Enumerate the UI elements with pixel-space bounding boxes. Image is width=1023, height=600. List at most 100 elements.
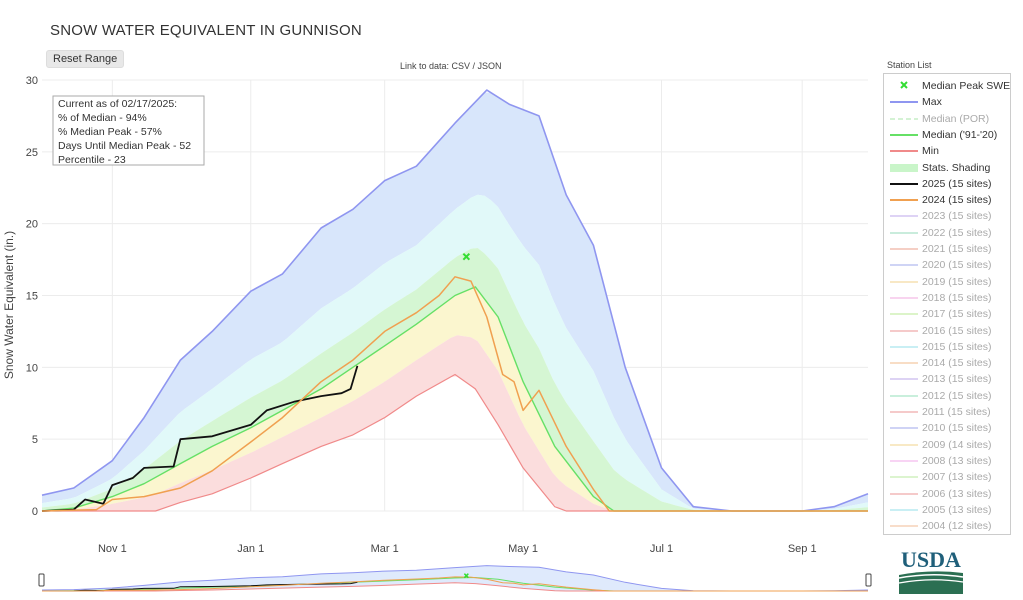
info-box: Current as of 02/17/2025: % of Median - … [52, 95, 205, 166]
y-tick-label: 5 [32, 434, 38, 446]
series-line-max [41, 89, 869, 512]
x-tick-label: Mar 1 [371, 543, 399, 555]
series-line-median-91-20 [41, 286, 868, 512]
legend-item-label: 2017 (15 sites) [922, 308, 992, 321]
shading-band-50th-30th [42, 288, 868, 511]
legend-item[interactable]: 2008 (13 sites) [884, 453, 1010, 469]
legend-item[interactable]: 2016 (15 sites) [884, 323, 1010, 339]
legend-item-label: 2015 (15 sites) [922, 340, 992, 353]
legend-item[interactable]: Max [884, 94, 1010, 110]
range-slider[interactable] [38, 565, 872, 592]
legend-item[interactable]: 2004 (12 sites) [884, 518, 1010, 534]
series-line-2025-15-sites [41, 365, 359, 512]
legend-item[interactable]: 2013 (15 sites) [884, 371, 1010, 387]
legend-title: Station List [887, 60, 932, 70]
page-title: SNOW WATER EQUIVALENT IN GUNNISON [50, 22, 362, 39]
range-handle-left[interactable] [38, 573, 45, 587]
series-line-min [42, 373, 868, 512]
range-slider-line [42, 582, 868, 592]
legend-item-label: 2025 (15 sites) [922, 177, 992, 190]
legend-item-label: Stats. Shading [922, 161, 991, 174]
legend-item[interactable]: 2006 (13 sites) [884, 486, 1010, 502]
y-tick-label: 20 [26, 219, 38, 231]
reset-range-button[interactable]: Reset Range [46, 50, 125, 68]
legend-item-label: 2016 (15 sites) [922, 324, 992, 337]
legend-item-label: 2005 (13 sites) [922, 503, 992, 516]
x-tick-label: Nov 1 [98, 543, 127, 555]
legend-item[interactable]: 2018 (15 sites) [884, 290, 1010, 306]
median-peak-marker [462, 253, 471, 261]
legend-item[interactable]: 2021 (15 sites) [884, 241, 1010, 257]
legend-item[interactable]: Min [884, 143, 1010, 159]
legend-item-label: 2009 (14 sites) [922, 438, 992, 451]
legend-item-label: 2011 (15 sites) [922, 406, 991, 418]
info-line: Days Until Median Peak - 52 [58, 140, 191, 152]
legend-item[interactable]: 2023 (15 sites) [884, 208, 1010, 224]
legend-item[interactable]: 2010 (15 sites) [884, 420, 1010, 436]
legend-item-label: Median (POR) [922, 112, 990, 125]
legend-item[interactable]: 2022 (15 sites) [884, 225, 1010, 241]
legend-item-label: Median ('91-'20) [922, 128, 998, 141]
info-line: Percentile - 23 [58, 154, 126, 166]
legend-item-label: Median Peak SWE [922, 80, 1011, 92]
legend-item[interactable]: 2011 (15 sites) [884, 404, 1010, 420]
info-line: % Median Peak - 57% [58, 126, 162, 138]
legend-item[interactable]: 2025 (15 sites) [884, 176, 1010, 192]
legend-item-label: 2024 (15 sites) [922, 194, 992, 207]
legend-item[interactable]: 2012 (15 sites) [884, 388, 1010, 404]
legend-item-label: 2021 (15 sites) [922, 243, 992, 255]
legend-item-label: 2014 (15 sites) [922, 357, 992, 370]
legend-item[interactable]: 2007 (13 sites) [884, 469, 1010, 485]
y-tick-label: 0 [32, 506, 38, 518]
legend-item-label: Min [922, 145, 939, 158]
legend-item-label: 2007 (13 sites) [922, 471, 992, 484]
legend-item-label: 2008 (13 sites) [922, 454, 992, 467]
x-tick-label: Jul 1 [650, 543, 673, 555]
legend-item[interactable]: 2019 (15 sites) [884, 274, 1010, 290]
legend-item[interactable]: Median (POR) [884, 111, 1010, 127]
y-tick-label: 25 [26, 147, 38, 159]
data-link[interactable]: Link to data: CSV / JSON [400, 61, 502, 71]
legend-item-label: 2019 (15 sites) [922, 275, 992, 288]
x-tick-label: Sep 1 [788, 543, 817, 555]
legend-item-label: 2020 (15 sites) [922, 259, 992, 272]
info-line: % of Median - 94% [58, 112, 147, 124]
x-tick-label: Jan 1 [237, 543, 264, 555]
shading-band-30th-min [42, 335, 868, 511]
range-slider-line [41, 576, 868, 592]
legend-item[interactable]: Median ('91-'20) [884, 127, 1010, 143]
range-slider-peak-marker [463, 573, 469, 579]
legend-item[interactable]: 2017 (15 sites) [884, 306, 1010, 322]
shading-band-90th-70th [42, 194, 868, 511]
usda-logo: USDA [897, 547, 965, 600]
range-slider-line [41, 576, 868, 592]
legend-item-label: 2006 (13 sites) [922, 487, 992, 500]
legend-item-label: 2004 (12 sites) [922, 520, 992, 533]
y-tick-label: 15 [26, 291, 38, 303]
usda-logo-text: USDA [901, 547, 961, 572]
legend-item-label: 2022 (15 sites) [922, 226, 992, 239]
y-tick-label: 30 [26, 75, 38, 87]
legend-item-label: 2012 (15 sites) [922, 389, 992, 402]
legend: Median Peak SWE Max Median (POR) Median ('9… [883, 73, 1011, 535]
x-tick-label: May 1 [508, 543, 538, 555]
legend-item-label: 2018 (15 sites) [922, 291, 992, 304]
shading-band-max-90th [42, 92, 868, 512]
legend-item[interactable]: Median Peak SWE [884, 78, 1010, 94]
legend-item[interactable]: 2009 (14 sites) [884, 437, 1010, 453]
range-handle-right[interactable] [865, 573, 872, 587]
legend-item[interactable]: 2015 (15 sites) [884, 339, 1010, 355]
series-line-2024-15-sites [41, 276, 868, 512]
y-tick-label: 10 [26, 362, 38, 374]
legend-item-label: Max [922, 96, 942, 109]
info-line: Current as of 02/17/2025: [58, 98, 177, 110]
legend-item[interactable]: 2024 (15 sites) [884, 192, 1010, 208]
legend-item[interactable]: 2014 (15 sites) [884, 355, 1010, 371]
legend-item-label: 2013 (15 sites) [922, 373, 992, 386]
swe-chart: 0 5 10 15 20 25 30 Nov 1 Jan 1 Mar 1 May 1 Jul 1 Sep… [2, 75, 872, 592]
legend-item[interactable]: Stats. Shading [884, 160, 1010, 176]
shading-band-70th-50th [42, 248, 868, 511]
legend-item[interactable]: 2005 (13 sites) [884, 502, 1010, 518]
legend-item[interactable]: 2020 (15 sites) [884, 257, 1010, 273]
legend-item-label: 2023 (15 sites) [922, 210, 992, 223]
